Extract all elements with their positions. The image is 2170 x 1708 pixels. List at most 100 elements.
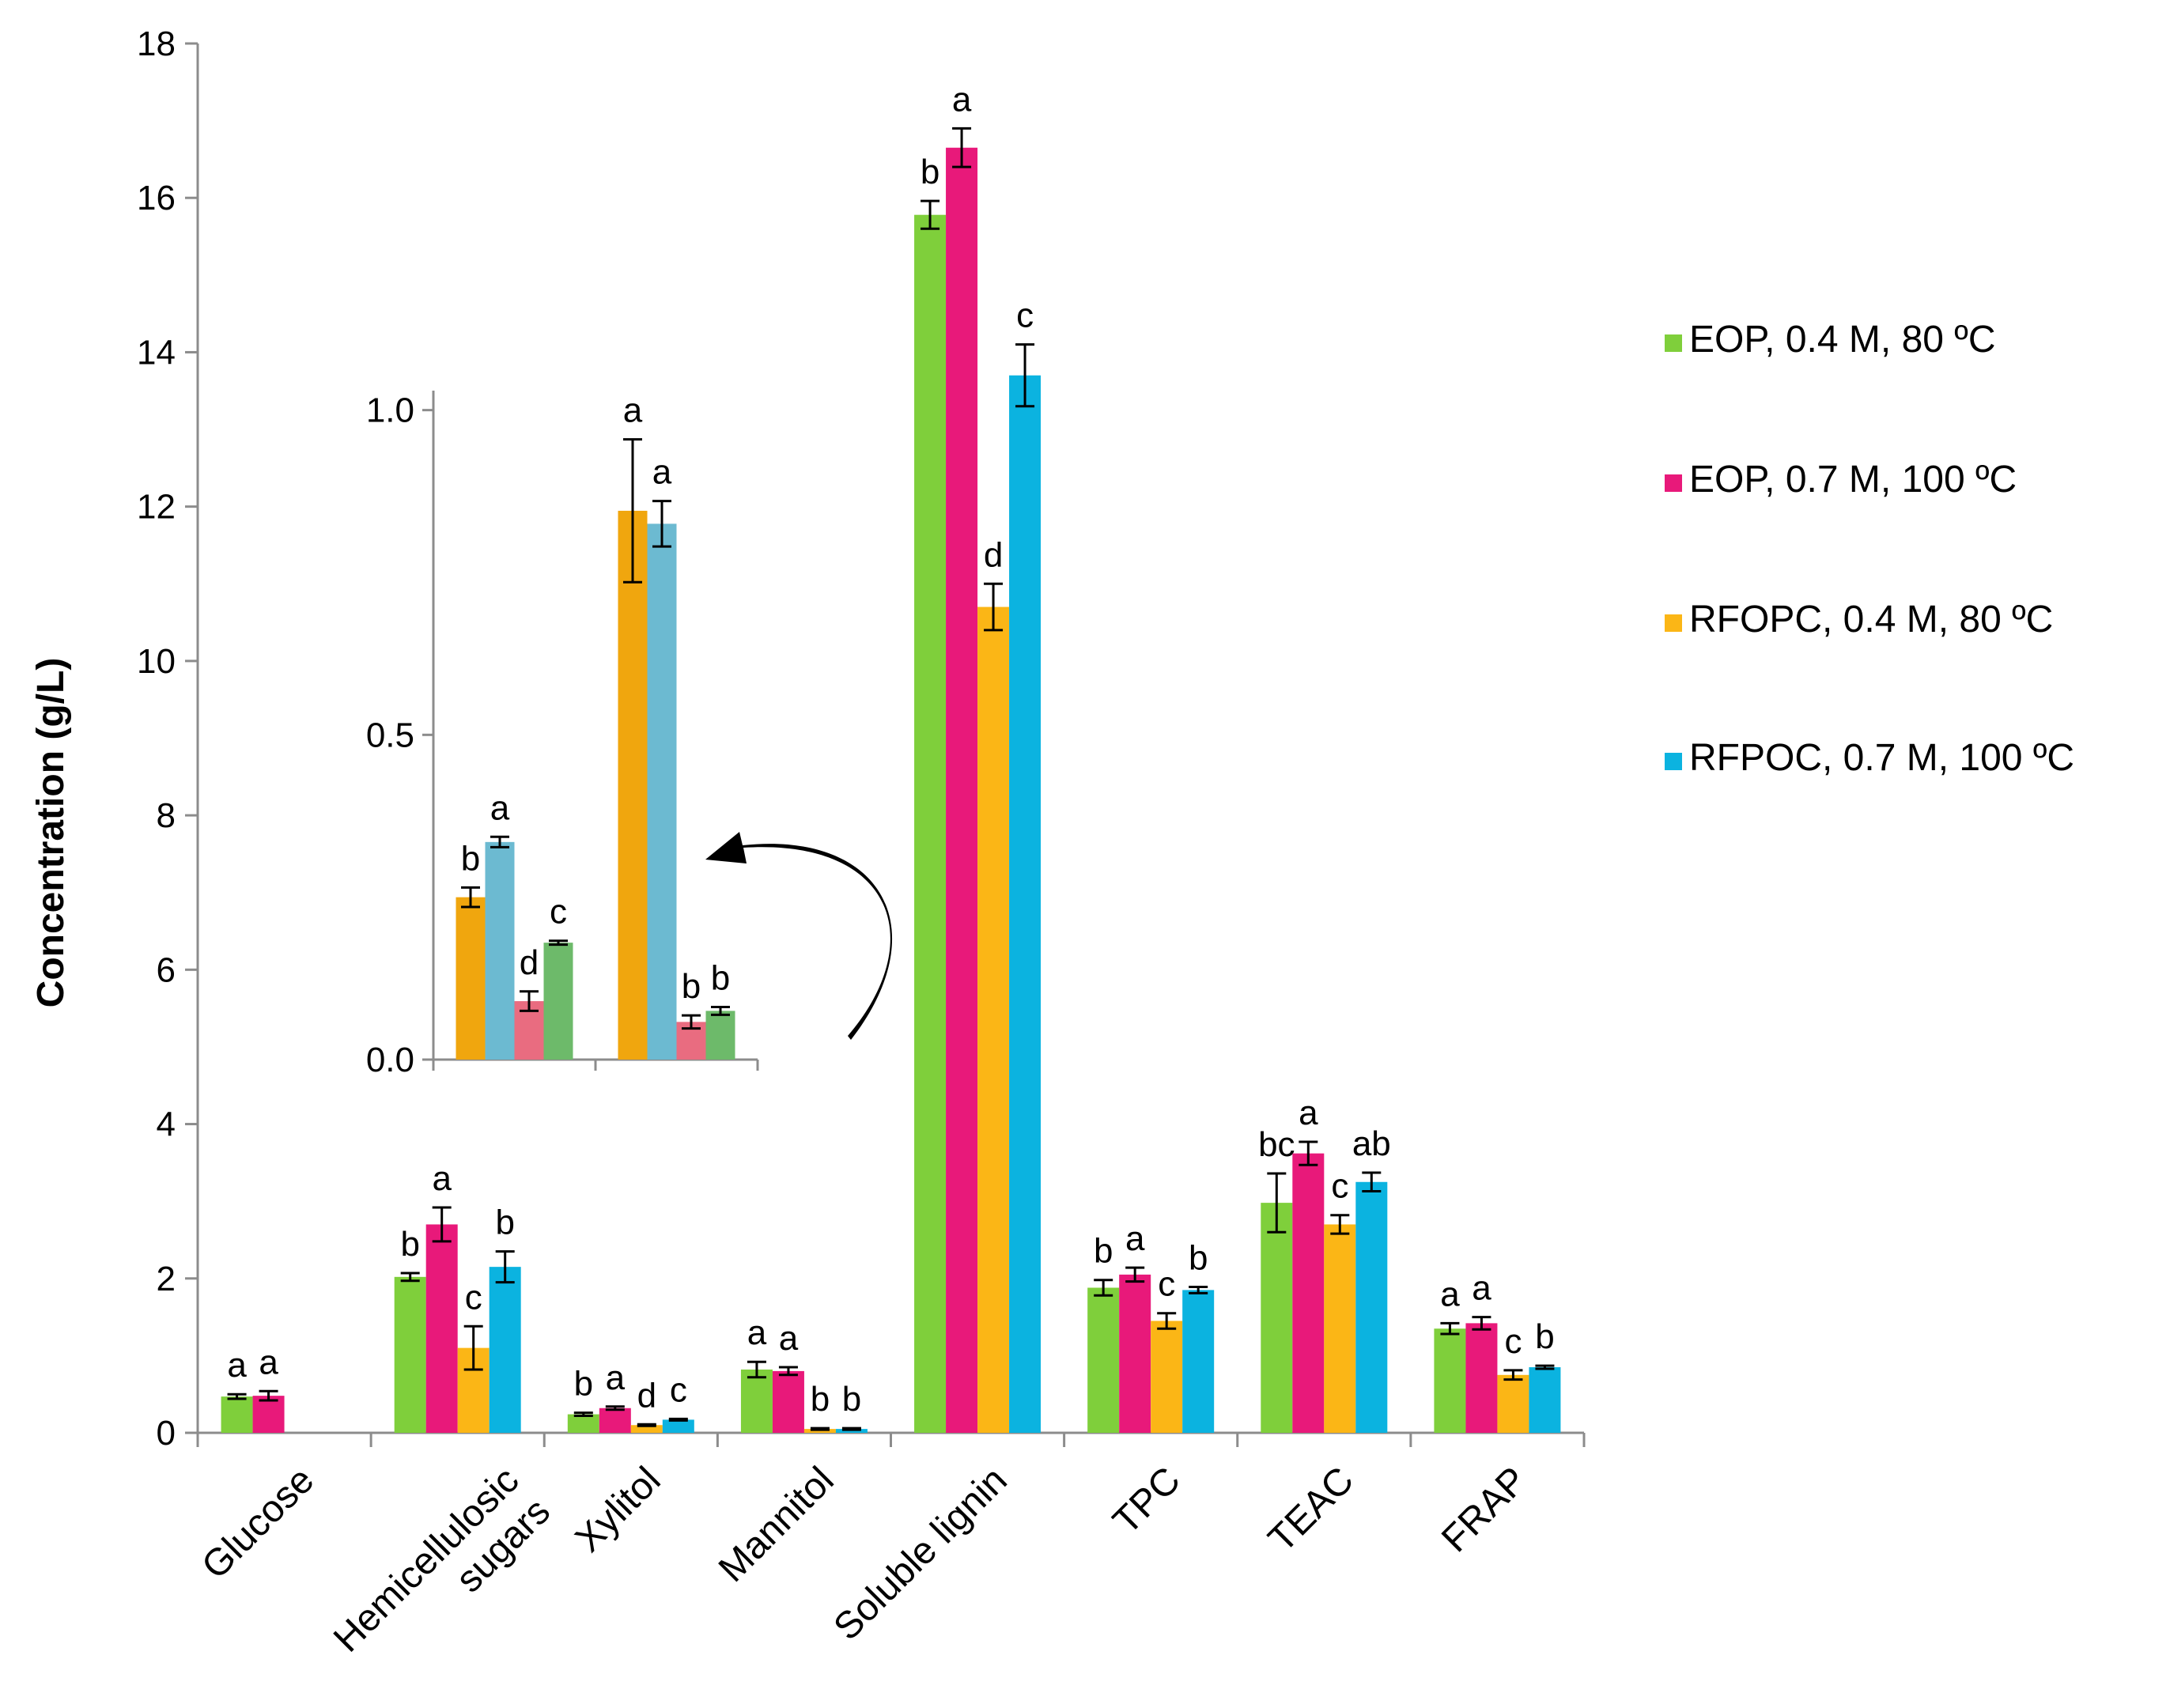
significance-label: b [574,1365,593,1404]
significance-label: b [842,1380,861,1419]
bar [1292,1153,1325,1433]
legend-label: RFOPC, 0.4 M, 80 ºC [1689,599,2053,640]
significance-label: c [1158,1265,1175,1304]
significance-label: a [747,1313,767,1352]
significance-label: c [1331,1167,1348,1206]
bar [1324,1224,1356,1433]
y-axis-title: Concentration (g/L) [30,658,72,1008]
bar [567,1414,599,1433]
main-x-labels: Glucose Hemicellulosicsugars Xylitol Mannit… [194,1459,1535,1691]
bar [1465,1323,1498,1433]
category-label: Hemicellulosicsugars [326,1459,558,1691]
y-tick-label: 14 [137,333,176,372]
significance-label: a [1125,1219,1145,1258]
significance-label: a [952,80,972,119]
legend-swatch [1665,753,1682,770]
significance-label: b [400,1225,419,1264]
significance-label: a [1299,1094,1318,1132]
bar [425,1224,458,1433]
bar [1529,1367,1561,1433]
legend-label: RFPOC, 0.7 M, 100 ºC [1689,737,2074,779]
significance-label: d [637,1376,656,1415]
significance-label: a [1472,1269,1491,1308]
bar [1182,1290,1215,1433]
inset-significance-label: b [711,958,730,997]
legend-swatch [1665,334,1682,352]
category-label: TPC [1106,1459,1189,1542]
significance-label: d [984,535,1003,574]
bar [599,1408,631,1433]
y-tick-label: 12 [137,488,176,527]
y-tick-label: 6 [157,950,176,989]
significance-label: ab [1352,1124,1391,1163]
category-label: Soluble lignin [826,1459,1015,1648]
inset-arrow [705,832,893,1040]
significance-label: b [1094,1232,1113,1271]
bar [1497,1374,1529,1433]
significance-label: b [811,1380,830,1419]
inset-significance-label: b [461,839,480,878]
category-label: TEAC [1261,1459,1362,1560]
inset-y-tick-label: 0.0 [366,1041,414,1079]
legend-swatch [1665,614,1682,632]
significance-label: a [259,1343,278,1381]
category-label: Mannitol [711,1459,842,1590]
bar [1355,1181,1388,1433]
y-tick-label: 18 [137,25,176,63]
bar [1434,1328,1466,1433]
inset-significance-label: b [682,967,701,1006]
inset-y-tick-label: 1.0 [366,391,414,430]
significance-label: c [670,1370,687,1409]
inset-bar [485,841,515,1060]
category-label-line: TEAC [1261,1459,1362,1560]
bar [1119,1274,1151,1433]
significance-label: a [606,1358,626,1397]
curved-arrow-icon [705,832,893,1040]
y-tick-label: 8 [157,796,176,835]
bar [740,1369,773,1433]
inset-bar [456,897,486,1060]
category-label: FRAP [1434,1459,1535,1560]
bar [1151,1321,1183,1433]
significance-label: a [1440,1275,1460,1313]
category-label-line: Mannitol [711,1459,842,1590]
bar [772,1370,804,1433]
category-label: Glucose [194,1459,322,1587]
significance-label: b [921,153,939,191]
bar [394,1276,426,1433]
significance-label: a [227,1346,247,1385]
bar [630,1425,663,1433]
significance-label: b [495,1204,514,1242]
bar [1261,1203,1293,1433]
legend-swatch [1665,474,1682,492]
legend-label: EOP, 0.7 M, 100 ºC [1689,459,2017,501]
bar [489,1267,521,1433]
significance-label: bc [1258,1125,1295,1164]
y-tick-label: 10 [137,642,176,681]
inset-significance-label: d [520,943,539,982]
significance-label: c [1504,1322,1522,1361]
inset-significance-label: c [550,893,567,931]
legend-label: EOP, 0.4 M, 80 ºC [1689,319,1996,361]
significance-label: b [1535,1317,1554,1356]
main-y-ticks: 0 2 4 6 8 10 12 14 16 18 [137,25,198,1453]
significance-label: c [465,1278,482,1317]
category-label-line: Glucose [194,1459,322,1587]
inset-significance-label: a [623,391,643,430]
bar [221,1396,253,1433]
inset-bar [543,943,573,1060]
inset-bar [618,510,648,1060]
y-tick-label: 0 [157,1414,176,1453]
bar [252,1396,285,1433]
inset-significance-label: a [652,453,672,492]
significance-label: c [1016,297,1034,335]
bar [1009,375,1042,1433]
category-label-line: Soluble lignin [826,1459,1015,1648]
bar [946,147,978,1433]
legend: EOP, 0.4 M, 80 ºC EOP, 0.7 M, 100 ºC RFOPC… [1665,319,2074,779]
category-label-line: TPC [1106,1459,1189,1542]
